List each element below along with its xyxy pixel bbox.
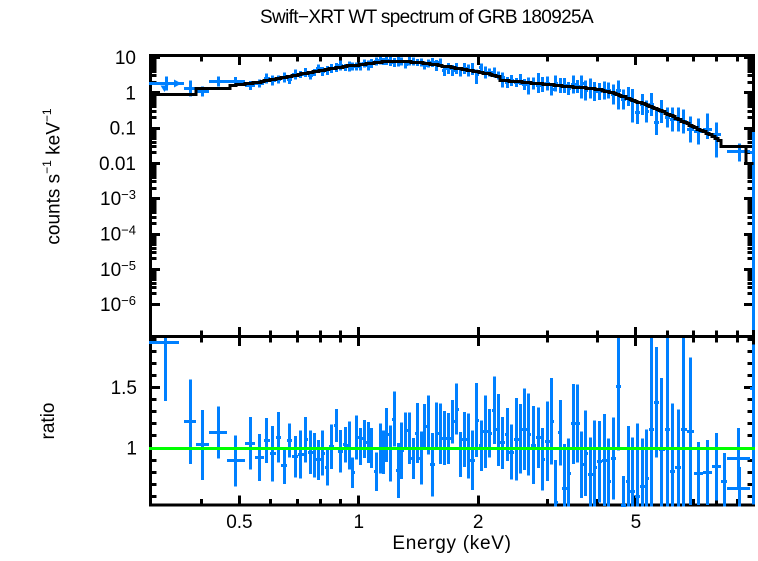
svg-text:10: 10 [115,48,136,69]
svg-text:1.5: 1.5 [111,378,137,399]
svg-text:1: 1 [125,83,136,104]
svg-text:counts s−1 keV−1: counts s−1 keV−1 [40,108,65,244]
svg-text:0.01: 0.01 [99,154,136,175]
svg-text:0.1: 0.1 [110,119,136,140]
svg-text:5: 5 [631,512,642,533]
svg-text:1: 1 [354,512,365,533]
svg-text:ratio: ratio [38,403,59,440]
svg-text:0.5: 0.5 [226,512,252,533]
svg-text:Energy (keV): Energy (keV) [392,533,511,554]
svg-text:2: 2 [473,512,484,533]
svg-text:1: 1 [126,439,137,460]
svg-text:Swift−XRT WT spectrum of GRB 1: Swift−XRT WT spectrum of GRB 180925A [260,7,594,28]
